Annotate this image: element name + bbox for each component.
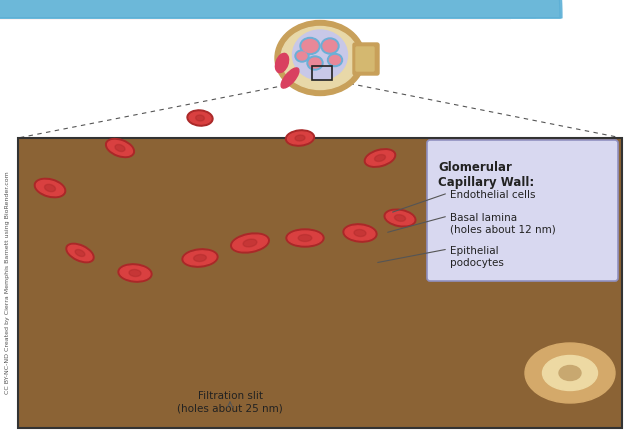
Polygon shape [0,0,535,18]
Ellipse shape [297,52,307,60]
Ellipse shape [328,53,342,66]
Ellipse shape [66,243,94,263]
Ellipse shape [300,38,320,55]
Ellipse shape [45,184,56,192]
Ellipse shape [68,245,92,261]
Ellipse shape [231,233,269,253]
Ellipse shape [394,215,406,221]
Ellipse shape [345,226,375,240]
Ellipse shape [281,26,359,90]
Ellipse shape [292,30,348,80]
Ellipse shape [330,56,340,65]
Ellipse shape [115,144,125,151]
Ellipse shape [323,40,337,52]
Ellipse shape [354,229,366,237]
Ellipse shape [343,224,377,242]
Ellipse shape [287,132,312,144]
Ellipse shape [243,239,257,247]
Ellipse shape [184,251,216,265]
Ellipse shape [108,140,132,155]
Ellipse shape [559,366,581,380]
Ellipse shape [543,356,598,391]
Polygon shape [0,0,560,18]
Ellipse shape [106,138,134,158]
Ellipse shape [384,209,416,227]
Ellipse shape [307,56,323,70]
Polygon shape [0,0,562,18]
Text: Epithelial
podocytes: Epithelial podocytes [450,246,504,267]
Text: Basal lamina
(holes about 12 nm): Basal lamina (holes about 12 nm) [450,213,556,235]
Ellipse shape [298,234,312,241]
Ellipse shape [285,130,314,146]
Ellipse shape [386,211,414,225]
FancyBboxPatch shape [356,47,374,71]
Polygon shape [0,0,537,18]
Ellipse shape [321,38,339,54]
Ellipse shape [374,155,385,161]
Ellipse shape [302,39,318,52]
Ellipse shape [187,110,213,126]
Ellipse shape [295,50,309,62]
Text: CC BY-NC-ND Created by Cierra Memphis Barnett using BioRender.com: CC BY-NC-ND Created by Cierra Memphis Ba… [6,172,10,394]
Ellipse shape [286,229,324,247]
Ellipse shape [309,58,321,68]
Polygon shape [0,0,510,18]
Ellipse shape [182,249,218,267]
Ellipse shape [275,53,289,73]
FancyBboxPatch shape [353,43,379,75]
Ellipse shape [194,254,206,262]
Ellipse shape [233,235,268,251]
Ellipse shape [196,115,204,121]
Ellipse shape [36,181,63,196]
Ellipse shape [288,231,322,245]
Ellipse shape [75,250,85,257]
Ellipse shape [435,191,465,205]
Bar [312,66,332,80]
Ellipse shape [525,343,615,403]
FancyBboxPatch shape [427,140,618,281]
Ellipse shape [433,189,467,207]
Text: Endothelial cells: Endothelial cells [450,190,536,200]
Ellipse shape [275,21,365,95]
Ellipse shape [366,151,394,165]
Text: Glomerular
Capillary Wall:: Glomerular Capillary Wall: [438,161,534,189]
Ellipse shape [189,112,211,124]
Ellipse shape [118,264,152,282]
Ellipse shape [129,270,141,276]
Ellipse shape [120,266,150,280]
Ellipse shape [35,178,66,198]
Text: Filtration slit
(holes about 25 nm): Filtration slit (holes about 25 nm) [177,392,283,413]
Bar [18,138,622,428]
Ellipse shape [281,68,299,88]
Ellipse shape [364,149,396,167]
Ellipse shape [295,135,305,141]
Ellipse shape [444,194,456,202]
